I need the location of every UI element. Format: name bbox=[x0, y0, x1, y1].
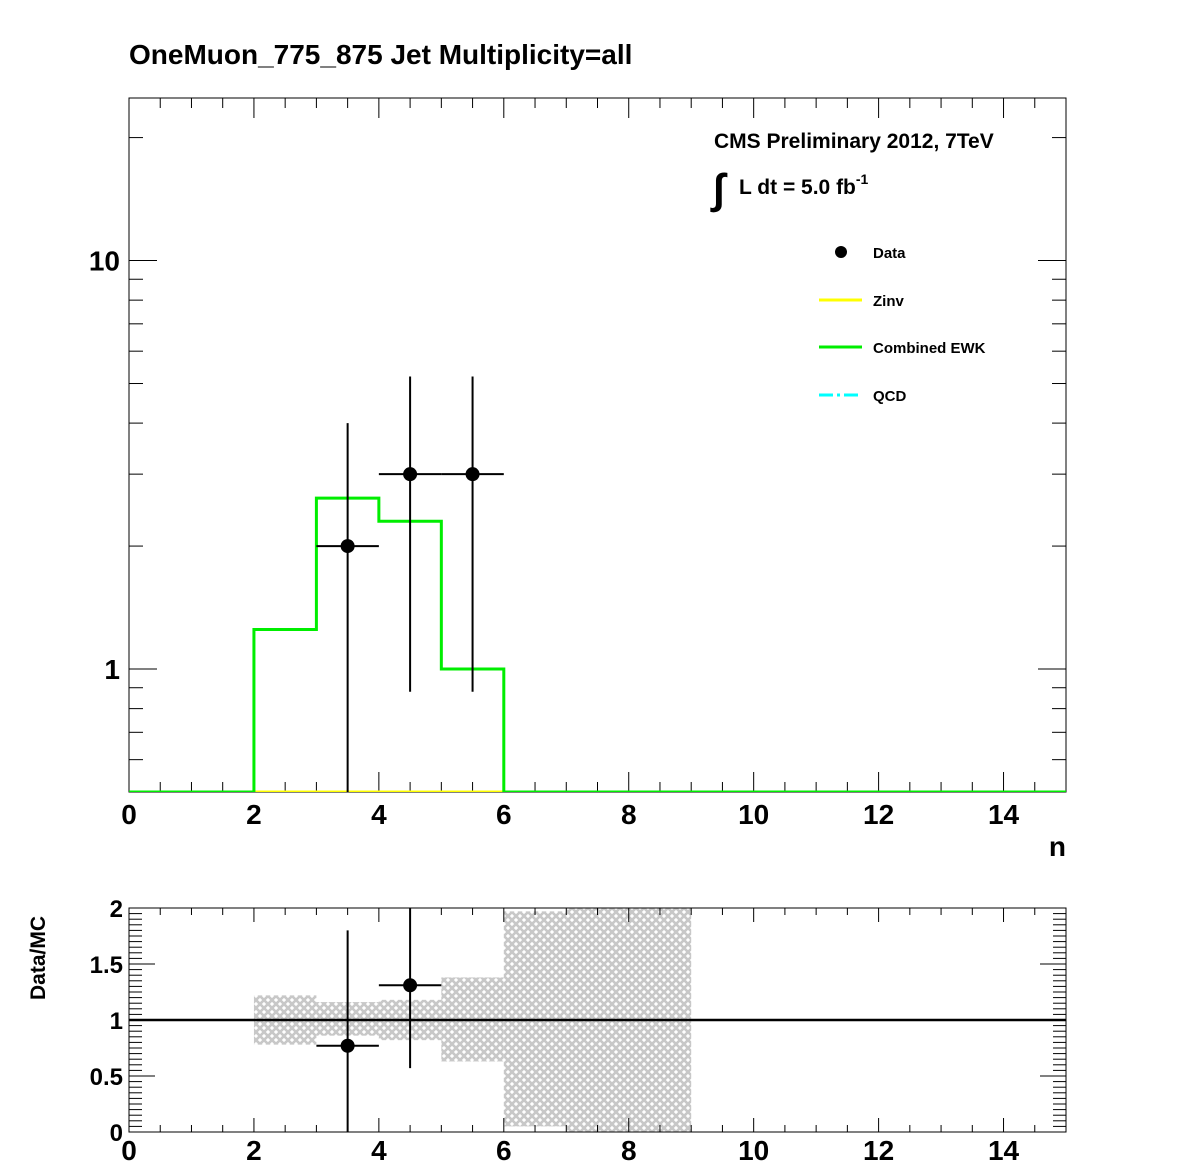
legend-ewk-label: Combined EWK bbox=[873, 340, 986, 357]
ratio-x-tick-label: 0 bbox=[121, 1135, 137, 1166]
ratio-point bbox=[378, 908, 442, 1069]
ratio-data-points bbox=[316, 908, 442, 1132]
ratio-point-marker bbox=[340, 1038, 355, 1053]
ratio-y-tick-label: 1.5 bbox=[90, 952, 123, 979]
main-frame bbox=[128, 97, 1067, 793]
ratio-y-tick-labels: 0 0.5 1 1.5 2 bbox=[90, 896, 123, 1147]
lumi-label: L dt = 5.0 fb-1 bbox=[739, 171, 869, 199]
ratio-point bbox=[316, 930, 379, 1132]
legend-data-marker bbox=[835, 246, 847, 258]
x-tick-label: 8 bbox=[621, 799, 637, 830]
lumi-exponent: -1 bbox=[856, 171, 869, 187]
series-data-points bbox=[316, 376, 504, 792]
main-panel: 0 2 4 6 8 10 12 14 1 10 n CMS Preliminary 2012, … bbox=[89, 97, 1067, 862]
ratio-x-tick-label: 14 bbox=[988, 1135, 1020, 1166]
x-tick-label: 6 bbox=[496, 799, 512, 830]
lumi-text: L dt = 5.0 fb bbox=[739, 176, 856, 199]
x-tick-label: 0 bbox=[121, 799, 137, 830]
ratio-x-tick-label: 10 bbox=[738, 1135, 769, 1166]
data-point bbox=[378, 376, 442, 692]
ratio-panel: 0 2 4 6 8 10 12 14 0 0.5 1 1.5 2 Data/MC bbox=[27, 896, 1067, 1166]
x-tick-label: 2 bbox=[246, 799, 262, 830]
main-y-tick-labels: 1 10 bbox=[89, 246, 120, 685]
ratio-x-tick-label: 2 bbox=[246, 1135, 262, 1166]
x-tick-label: 10 bbox=[738, 799, 769, 830]
legend-zinv-label: Zinv bbox=[873, 293, 904, 310]
ratio-x-tick-labels: 0 2 4 6 8 10 12 14 bbox=[121, 1135, 1019, 1166]
lumi-integral-sign: ∫ bbox=[710, 165, 728, 213]
data-point-marker bbox=[465, 467, 480, 482]
ratio-y-tick-label: 2 bbox=[110, 896, 123, 923]
data-point bbox=[441, 376, 504, 692]
data-point bbox=[316, 423, 379, 792]
main-axis-ticks bbox=[128, 98, 1067, 793]
ratio-y-axis-label: Data/MC bbox=[27, 916, 50, 1000]
legend: Data Zinv Combined EWK QCD bbox=[819, 245, 986, 405]
ratio-x-tick-label: 12 bbox=[863, 1135, 894, 1166]
ratio-y-tick-label: 0 bbox=[110, 1120, 123, 1147]
x-tick-label: 12 bbox=[863, 799, 894, 830]
legend-data-label: Data bbox=[873, 245, 906, 262]
series-combined-ewk-line bbox=[129, 496, 1066, 792]
main-x-axis-label: n bbox=[1049, 831, 1066, 862]
legend-qcd-label: QCD bbox=[873, 388, 907, 405]
main-x-tick-labels: 0 2 4 6 8 10 12 14 bbox=[121, 799, 1019, 830]
chart-title: OneMuon_775_875 Jet Multiplicity=all bbox=[129, 39, 632, 70]
y-tick-label: 10 bbox=[89, 246, 120, 277]
ratio-x-tick-label: 4 bbox=[371, 1135, 387, 1166]
x-tick-label: 14 bbox=[988, 799, 1020, 830]
cms-label: CMS Preliminary 2012, 7TeV bbox=[714, 130, 994, 153]
ratio-y-tick-label: 0.5 bbox=[90, 1064, 123, 1091]
y-tick-label: 1 bbox=[104, 654, 120, 685]
data-point-marker bbox=[340, 539, 355, 554]
ratio-y-tick-label: 1 bbox=[110, 1008, 123, 1035]
ratio-x-tick-label: 8 bbox=[621, 1135, 637, 1166]
data-point-marker bbox=[403, 467, 418, 482]
ratio-x-tick-label: 6 bbox=[496, 1135, 512, 1166]
ratio-point-marker bbox=[403, 978, 418, 993]
x-tick-label: 4 bbox=[371, 799, 387, 830]
